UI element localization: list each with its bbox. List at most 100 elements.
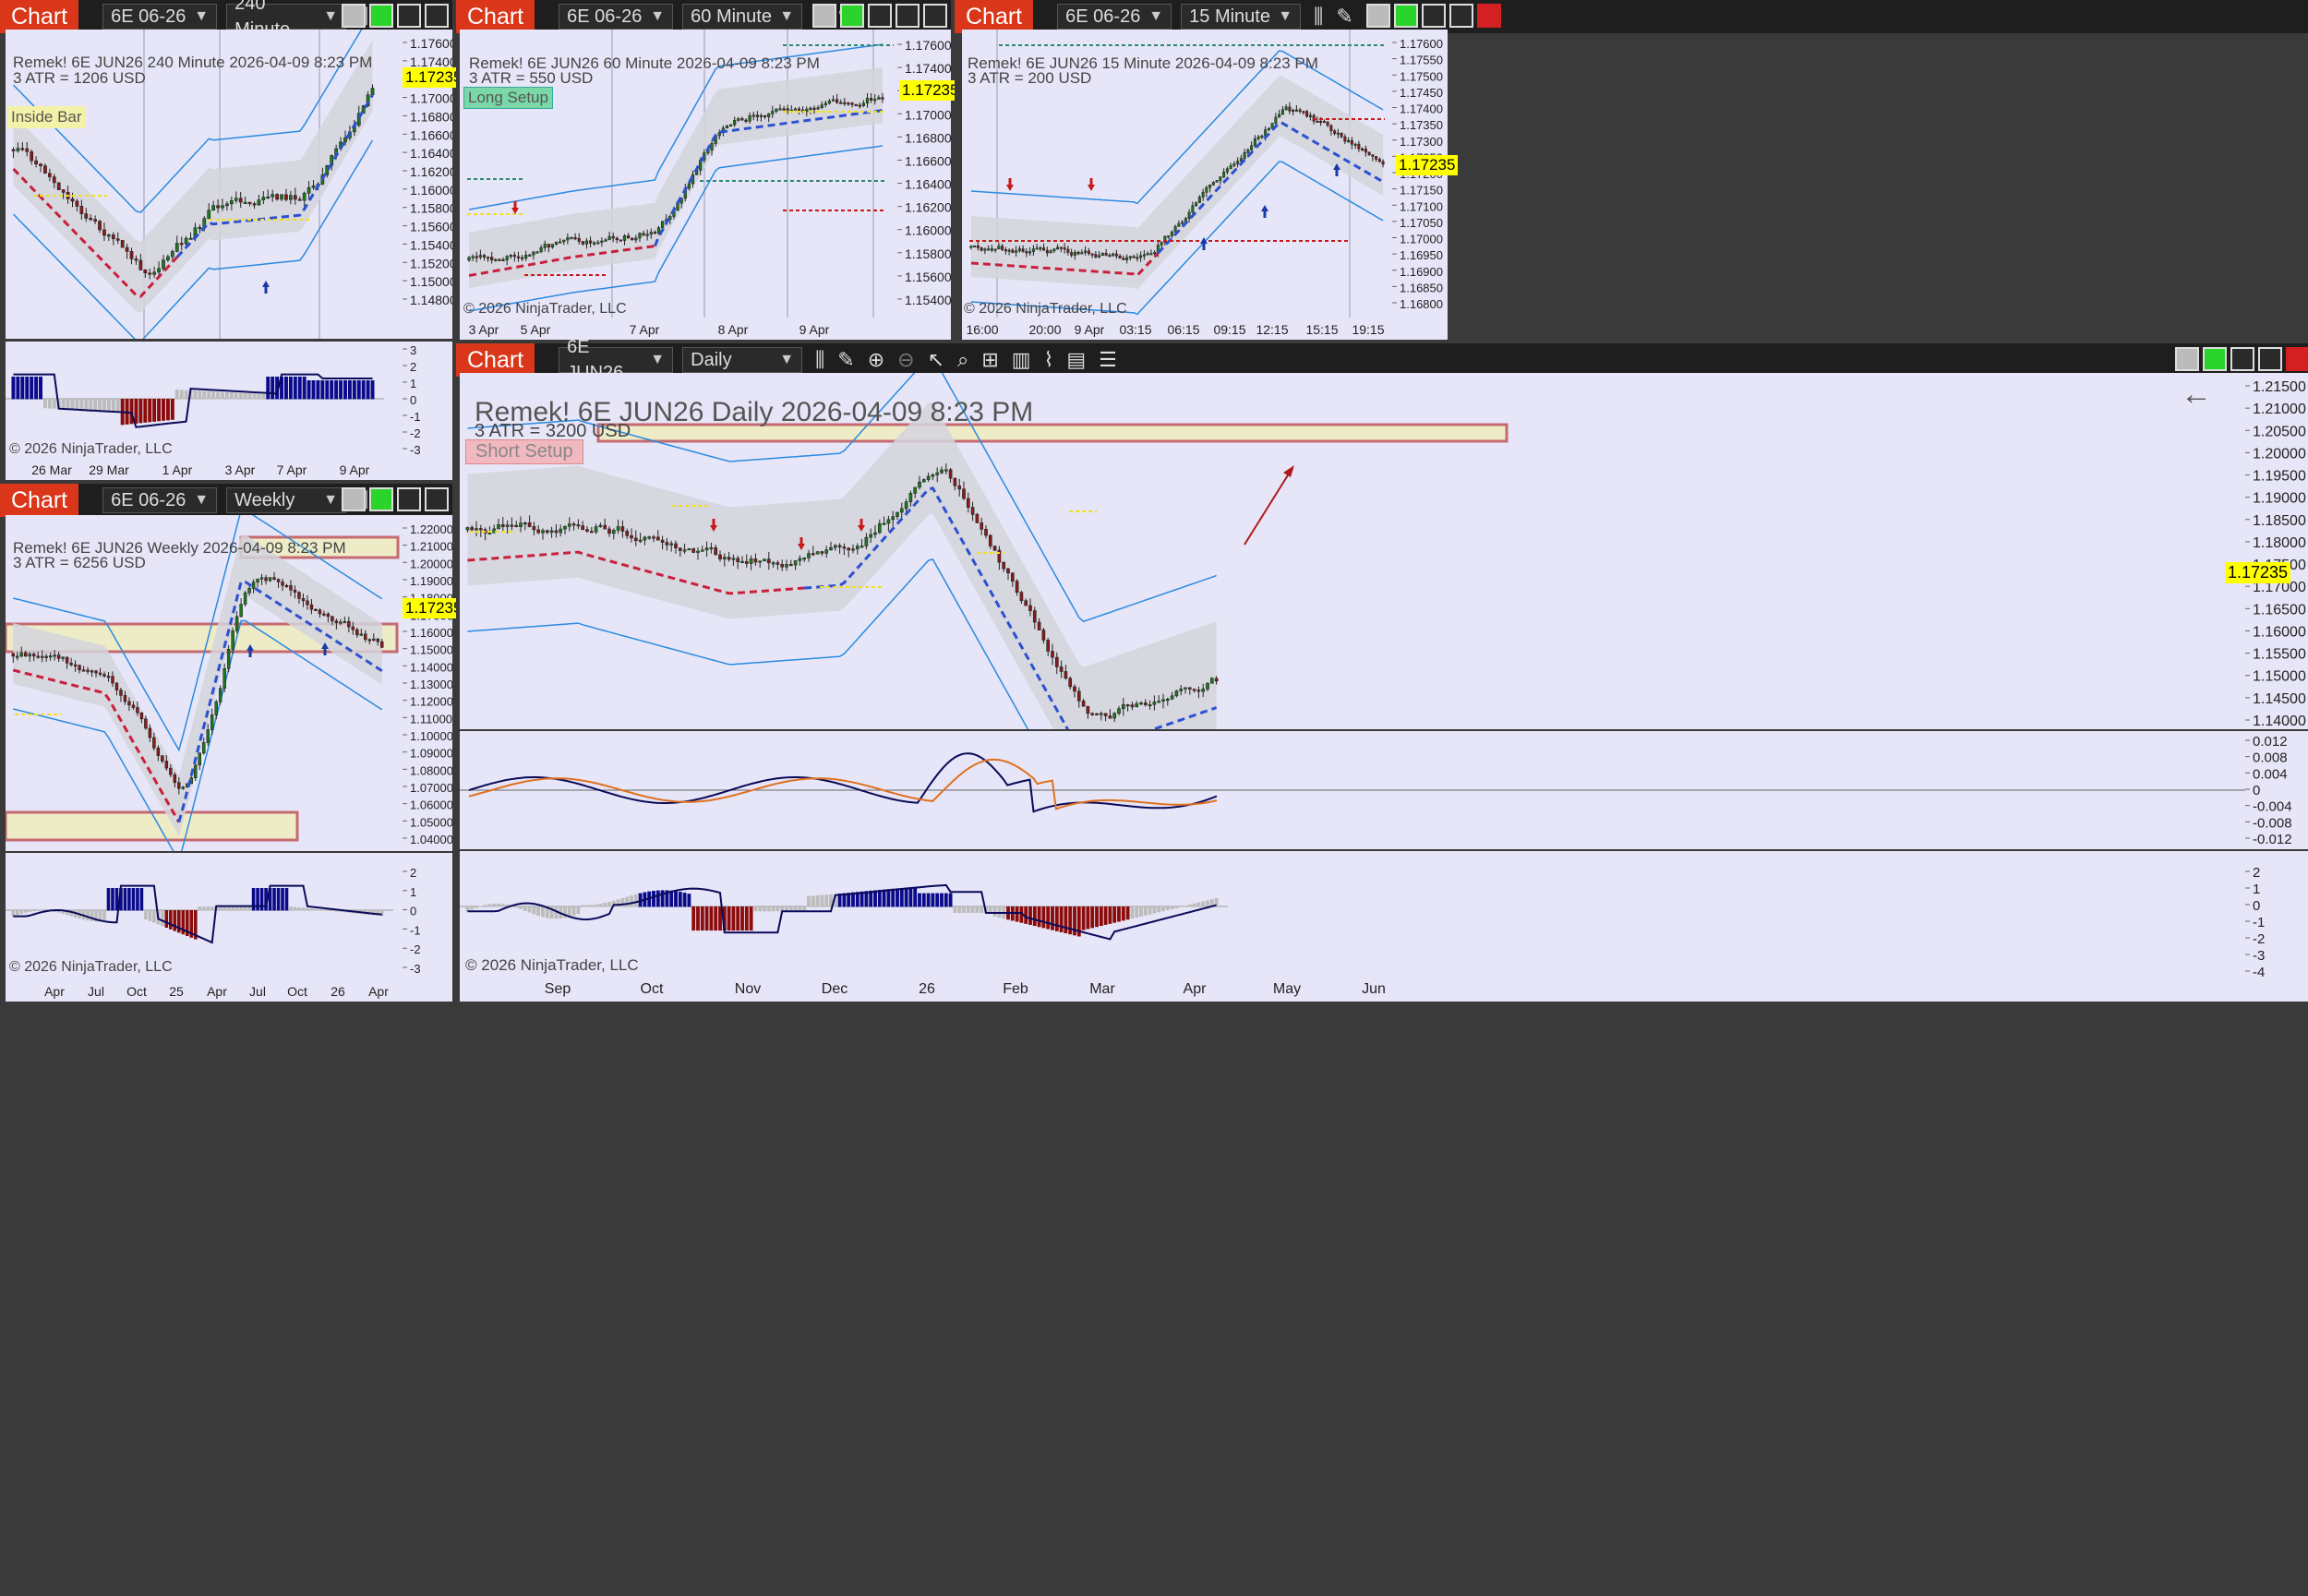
price-axis[interactable]: 1.220001.210001.200001.190001.180001.170… bbox=[403, 515, 453, 851]
price-axis[interactable]: 1.21500 1.21000 1.20500 1.20000 1.19500 1.190… bbox=[2245, 373, 2308, 729]
minimize-button[interactable] bbox=[397, 4, 421, 28]
histogram-bar bbox=[252, 393, 257, 400]
histogram-bar bbox=[170, 399, 174, 420]
candle-body bbox=[69, 662, 73, 666]
time-tick-label: Apr bbox=[207, 984, 227, 999]
candle-body bbox=[173, 774, 177, 784]
tick-label: 1.15600 bbox=[410, 220, 452, 234]
chart-menu-button[interactable]: Chart bbox=[955, 0, 1034, 33]
close-button[interactable] bbox=[2286, 347, 2308, 371]
maximize-button[interactable] bbox=[425, 4, 449, 28]
maximize-button[interactable] bbox=[1449, 4, 1473, 28]
pointer-icon[interactable]: ↖ bbox=[927, 348, 945, 371]
tick-label: 1.15800 bbox=[410, 201, 452, 216]
instrument-selector[interactable]: 6E 06-26 ▼ bbox=[102, 4, 218, 30]
price-panel[interactable] bbox=[460, 373, 2245, 729]
chart-menu-button[interactable]: Chart bbox=[456, 343, 535, 377]
indicators-icon[interactable]: ▥ bbox=[1011, 348, 1031, 371]
data-box-icon[interactable]: ⌕ bbox=[957, 348, 969, 371]
price-panel[interactable] bbox=[460, 30, 897, 318]
candle-body bbox=[470, 527, 475, 531]
candle-body bbox=[1143, 702, 1148, 705]
chart-menu-button[interactable]: Chart bbox=[0, 0, 79, 33]
histogram-bar bbox=[1054, 906, 1059, 931]
candle-body bbox=[562, 239, 566, 243]
zoom-in-icon[interactable]: ⊕ bbox=[867, 348, 885, 371]
close-button[interactable] bbox=[1477, 4, 1501, 28]
candle-body bbox=[89, 218, 93, 221]
oscillator-panel[interactable] bbox=[6, 853, 403, 979]
candle-body bbox=[1073, 686, 1076, 692]
pencil-icon[interactable]: ✎ bbox=[1336, 5, 1353, 28]
price-panel[interactable] bbox=[962, 30, 1392, 318]
timeframe-selector[interactable]: Weekly ▼ bbox=[226, 487, 347, 513]
price-axis[interactable]: 1.176001.174001.172001.170001.168001.166… bbox=[403, 30, 457, 339]
properties-icon[interactable]: ☰ bbox=[1099, 348, 1117, 371]
candle-body bbox=[913, 486, 918, 494]
macd-panel[interactable] bbox=[460, 731, 2245, 849]
lower-band-line bbox=[13, 619, 383, 851]
zoom-out-icon[interactable]: ⊖ bbox=[897, 348, 915, 371]
macd-signal-line bbox=[468, 758, 1218, 810]
histogram-bar bbox=[280, 377, 284, 400]
minimize-button[interactable] bbox=[868, 4, 892, 28]
link-button[interactable] bbox=[342, 487, 366, 511]
chart-menu-button[interactable]: Chart bbox=[0, 484, 79, 517]
instrument-selector[interactable]: 6E 06-26 ▼ bbox=[1057, 4, 1172, 30]
minimize-button[interactable] bbox=[1422, 4, 1446, 28]
candle-body bbox=[797, 108, 801, 111]
price-panel[interactable] bbox=[6, 30, 403, 339]
tick-label: 1.17300 bbox=[1400, 135, 1443, 149]
instrument-selector[interactable]: 6E JUN26▼ bbox=[559, 337, 674, 383]
link-button[interactable] bbox=[812, 4, 836, 28]
minimize-button[interactable] bbox=[397, 487, 421, 511]
histogram-bar bbox=[221, 391, 224, 400]
timeframe-selector[interactable]: 15 Minute ▼ bbox=[1181, 4, 1302, 30]
candle-body bbox=[585, 529, 589, 532]
tick-label: 1.15000 bbox=[2253, 669, 2306, 685]
histogram-bar bbox=[75, 399, 79, 411]
price-axis[interactable]: 1.176001.174001.172001.170001.168001.166… bbox=[897, 30, 952, 318]
maximize-button[interactable] bbox=[425, 487, 449, 511]
histogram-bar bbox=[370, 380, 375, 400]
pencil-icon[interactable]: ✎ bbox=[837, 348, 855, 371]
instrument-selector[interactable]: 6E 06-26 ▼ bbox=[102, 487, 218, 513]
tick-label: 0 bbox=[2253, 783, 2260, 798]
link-button[interactable] bbox=[342, 4, 366, 28]
bar-style-icon[interactable]: ⫼ bbox=[815, 348, 825, 371]
histogram-bar bbox=[93, 399, 98, 412]
candle-body bbox=[793, 108, 798, 111]
oscillator-panel[interactable] bbox=[460, 851, 2245, 977]
maximize-button[interactable] bbox=[896, 4, 920, 28]
close-button[interactable] bbox=[923, 4, 947, 28]
maximize-button[interactable] bbox=[2258, 347, 2282, 371]
candle-body bbox=[48, 655, 53, 658]
bar-style-icon[interactable]: ⫼ bbox=[1314, 5, 1324, 28]
oscillator-panel[interactable] bbox=[6, 342, 403, 458]
histogram-bar bbox=[1099, 906, 1103, 927]
histogram-bar bbox=[185, 910, 189, 937]
histogram-bar bbox=[630, 895, 633, 907]
histogram-bar bbox=[289, 906, 293, 911]
histogram-bar bbox=[1028, 906, 1032, 925]
timeframe-selector[interactable]: Daily ▼ bbox=[682, 347, 803, 373]
histogram-bar bbox=[61, 399, 66, 410]
link-button[interactable] bbox=[1366, 4, 1390, 28]
candle-body bbox=[611, 530, 616, 534]
templates-icon[interactable]: ▤ bbox=[1066, 348, 1087, 371]
candle-body bbox=[990, 248, 993, 251]
timeframe-selector[interactable]: 240 Minute▼ bbox=[226, 0, 347, 40]
chart-menu-button[interactable]: Chart bbox=[456, 0, 535, 33]
chart-trader-icon[interactable]: ⊞ bbox=[981, 348, 999, 371]
candle-body bbox=[687, 183, 691, 189]
histogram-bar bbox=[545, 906, 549, 918]
instrument-selector[interactable]: 6E 06-26 ▼ bbox=[559, 4, 674, 30]
short-signal-arrow bbox=[1006, 178, 1014, 191]
timeframe-selector[interactable]: 60 Minute ▼ bbox=[682, 4, 803, 30]
strategies-icon[interactable]: ⌇ bbox=[1043, 348, 1054, 371]
back-arrow-icon[interactable]: ← bbox=[2181, 377, 2212, 412]
link-button[interactable] bbox=[2175, 347, 2199, 371]
candle-body bbox=[331, 616, 334, 622]
minimize-button[interactable] bbox=[2230, 347, 2254, 371]
price-panel[interactable] bbox=[6, 515, 403, 851]
